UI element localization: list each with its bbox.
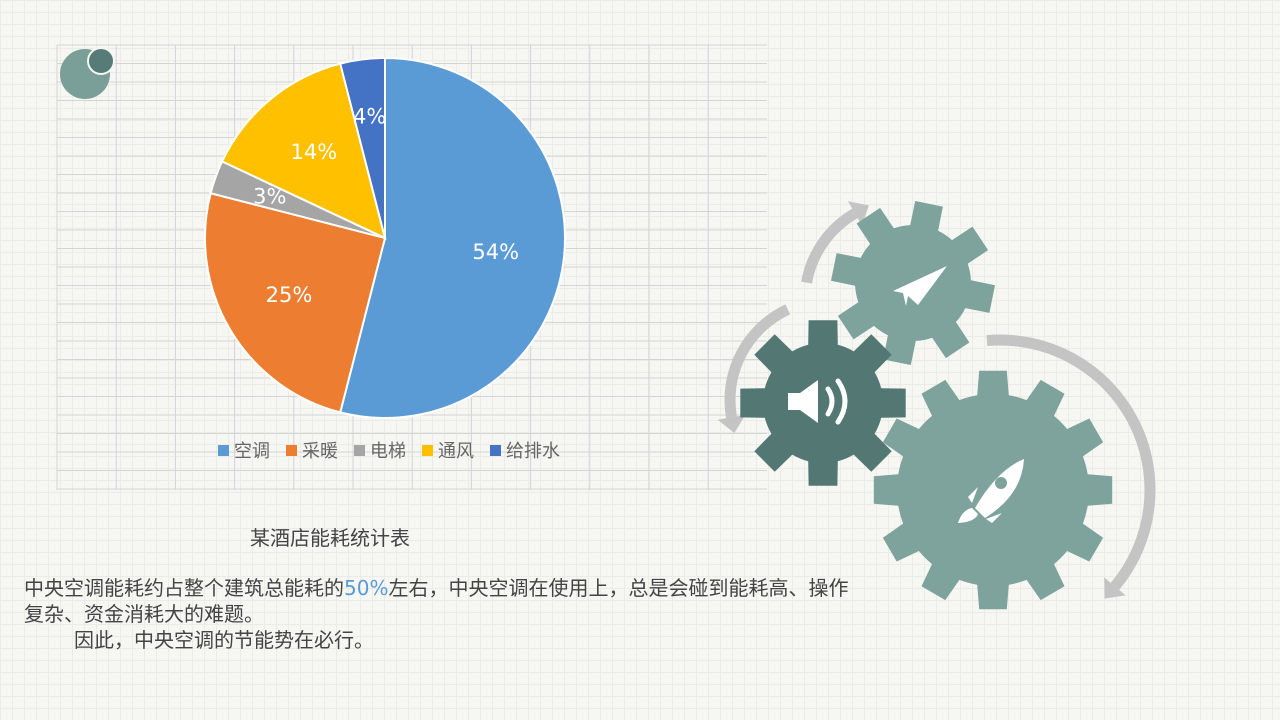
data-label: 4% bbox=[353, 105, 386, 129]
data-label: 14% bbox=[291, 140, 338, 164]
gears-illustration bbox=[717, 201, 1156, 610]
legend-label: 电梯 bbox=[370, 441, 406, 462]
legend-swatch bbox=[218, 445, 229, 456]
pie-chart: 54%25%3%14%4% bbox=[204, 56, 566, 419]
legend-label: 采暖 bbox=[302, 441, 338, 462]
chart-legend: 空调 采暖 电梯 通风 给排水 bbox=[218, 441, 560, 462]
legend-label: 给排水 bbox=[506, 441, 560, 462]
data-label: 54% bbox=[472, 240, 519, 264]
legend-swatch bbox=[422, 445, 433, 456]
chart-caption: 某酒店能耗统计表 bbox=[250, 526, 410, 550]
speaker-icon bbox=[788, 378, 848, 425]
pie-slice-通风 bbox=[220, 62, 387, 240]
rotate-arrow-right-head bbox=[1104, 577, 1126, 599]
pie-slice-采暖 bbox=[204, 192, 387, 414]
rotate-arrow-left-head bbox=[717, 414, 746, 434]
highlight-percent: 50% bbox=[344, 576, 389, 600]
legend-swatch bbox=[490, 445, 501, 456]
paper-plane-icon bbox=[893, 266, 947, 306]
pie-slice-空调 bbox=[339, 56, 566, 419]
legend-swatch bbox=[354, 445, 365, 456]
legend-label: 通风 bbox=[438, 441, 474, 462]
body-paragraph: 中央空调能耗约占整个建筑总能耗的50%左右，中央空调在使用上，总是会碰到能耗高、… bbox=[24, 575, 864, 653]
legend-label: 空调 bbox=[234, 441, 270, 462]
rotate-arrow-top bbox=[801, 208, 858, 284]
rocket-icon bbox=[958, 459, 1024, 523]
pie-slice-给排水 bbox=[339, 56, 386, 239]
data-label: 25% bbox=[266, 283, 313, 307]
body-text-3: 因此，中央空调的节能势在必行。 bbox=[74, 628, 374, 652]
body-text-2: 左右，中央空调在使用上，总是会碰到能耗高、操作复杂、资金消耗大的难题。 bbox=[24, 576, 849, 626]
rotate-arrow-left bbox=[724, 304, 791, 419]
body-text-1: 中央空调能耗约占整个建筑总能耗的 bbox=[24, 576, 344, 600]
rotate-arrow-right bbox=[986, 334, 1156, 590]
logo-circles bbox=[60, 47, 115, 99]
legend-swatch bbox=[286, 445, 297, 456]
gear-left bbox=[740, 320, 906, 486]
